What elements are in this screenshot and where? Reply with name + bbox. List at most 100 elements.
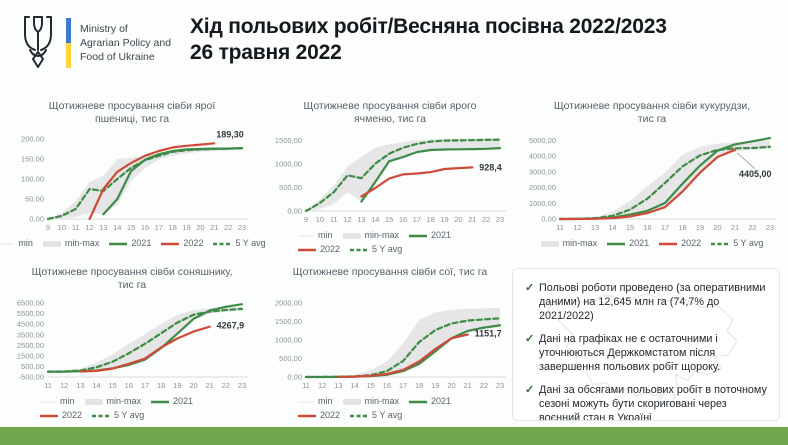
footer-bar (0, 427, 788, 445)
legend-item-5-y-avg: 5 Y avg (350, 243, 402, 256)
x-tick-label: 18 (427, 215, 435, 224)
legend-row: min min-max 2021 (264, 229, 516, 242)
info-bullet: ✓ Польові роботи проведено (за оперативн… (525, 281, 767, 323)
chart-plot: 0,00 1000,00 2000,00 3000,00 4000,00 5000,00 1… (518, 128, 786, 237)
y-tick-label: 150,00 (21, 155, 44, 164)
min-max-band (560, 140, 770, 219)
series-2022 (79, 325, 211, 373)
x-tick-label: 17 (661, 223, 669, 232)
info-bullet: ✓ Дані на графіках не є остаточними і ут… (525, 332, 767, 374)
legend-label: 2022 (62, 410, 83, 420)
x-tick-label: 10 (58, 223, 66, 232)
legend-label: min-max (562, 238, 598, 248)
x-tick-label: 12 (85, 223, 93, 232)
chart-plot: 0,00 500,00 1000,00 1500,00 2000,00 11 12 13 14 1… (264, 294, 516, 395)
legend-item-min-max: min-max (342, 395, 399, 408)
series-5-y-avg (304, 138, 502, 213)
band-swatch-icon (84, 398, 103, 405)
chart-plot: 0,00 500,00 1000,00 1500,00 9 10 11 12 13 14 15 16 1… (264, 128, 516, 229)
chart-card-spring-barley: Щотижневе просування сівби ярого ячменю,… (264, 98, 516, 256)
y-tick-label: 2500,00 (17, 341, 44, 350)
dashed-line-swatch-icon (213, 242, 232, 245)
x-tick-label: 22 (480, 381, 488, 390)
legend-label: 2021 (131, 238, 152, 248)
series-2022 (88, 142, 216, 221)
solid-line-swatch-icon (109, 242, 128, 245)
x-tick-label: 13 (99, 223, 107, 232)
y-tick-label: 0,00 (287, 373, 302, 382)
series-2021 (102, 147, 244, 216)
y-tick-label: 1000,00 (275, 160, 302, 169)
y-tick-label: 5000,00 (529, 136, 556, 145)
legend-label: min-max (364, 230, 400, 240)
series-2022 (360, 166, 474, 198)
x-tick-label: 11 (44, 381, 52, 390)
legend-item-2022: 2022 (659, 237, 701, 250)
y-tick-label: 3500,00 (17, 330, 44, 339)
y-tick-label: 200,00 (21, 135, 44, 144)
legend-item-2022: 2022 (298, 409, 340, 422)
x-tick-label: 11 (556, 223, 564, 232)
solid-line-swatch-icon (161, 242, 180, 245)
series-2022 (558, 148, 737, 221)
x-tick-label: 12 (343, 215, 351, 224)
x-tick-label: 19 (173, 381, 181, 390)
x-tick-label: 20 (454, 215, 462, 224)
x-tick-label: 9 (46, 223, 50, 232)
x-tick-label: 23 (238, 223, 246, 232)
end-value-label: 928,4 (479, 162, 502, 172)
info-bullet-text: Дані за обсягами польових робіт в поточн… (539, 384, 767, 421)
x-tick-label: 14 (113, 223, 121, 232)
x-tick-label: 23 (238, 381, 246, 390)
legend-row: min min-max 2021 (264, 395, 516, 408)
legend-item-2021: 2021 (607, 237, 649, 250)
legend-label: 2022 (320, 410, 341, 420)
x-tick-label: 16 (643, 223, 651, 232)
x-tick-label: 14 (608, 223, 616, 232)
x-tick-label: 20 (447, 381, 455, 390)
legend-label: min-max (64, 238, 100, 248)
page-title-line1: Хід польових робіт/Весняна посівна 2022/… (190, 15, 667, 38)
dashed-line-swatch-icon (92, 414, 111, 417)
check-icon: ✓ (525, 282, 535, 294)
x-tick-label: 18 (678, 223, 686, 232)
x-tick-label: 18 (157, 381, 165, 390)
ministry-name-line3: Food of Ukraine (80, 50, 155, 63)
legend-item-2022: 2022 (161, 237, 203, 250)
x-tick-label: 20 (713, 223, 721, 232)
x-tick-label: 13 (334, 381, 342, 390)
legend-row: min min-max 2021 2022 5 Y avg (0, 237, 266, 250)
x-tick-label: 11 (302, 381, 310, 390)
x-tick-label: 12 (60, 381, 68, 390)
y-tick-label: 4000,00 (529, 152, 556, 161)
info-bullet-text: Польові роботи проведено (за оперативним… (539, 282, 766, 323)
band-swatch-icon (42, 240, 61, 247)
chart-plot: -500,00 500,00 1500,00 2500,00 3500,00 4500,0… (6, 294, 258, 395)
info-bullet-text: Дані на графіках не є остаточними і уточ… (539, 333, 721, 374)
end-value-label: 1151,7 (475, 329, 502, 339)
legend-label: 5 Y avg (372, 410, 403, 420)
legend-label: 2022 (183, 238, 204, 248)
flag-blue-half (66, 18, 71, 43)
band-swatch-icon (540, 240, 559, 247)
chart-legend: min min-max 2021 2022 5 Y avg (264, 229, 516, 256)
legend-label: min (318, 396, 333, 406)
legend-item-min: min (298, 229, 333, 242)
legend-item-2021: 2021 (409, 395, 451, 408)
y-tick-label: 6500,00 (17, 299, 44, 308)
chart-title: Щотижневе просування сівби ярого ячменю,… (303, 100, 477, 126)
x-tick-label: 19 (696, 223, 704, 232)
x-tick-label: 15 (127, 223, 135, 232)
x-tick-label: 22 (222, 381, 230, 390)
legend-label: 2022 (681, 238, 702, 248)
legend-item-2022: 2022 (298, 243, 340, 256)
x-tick-label: 19 (182, 223, 190, 232)
legend-label: 5 Y avg (235, 238, 266, 248)
min-line-swatch-icon (298, 234, 314, 237)
end-value-label: 189,30 (216, 129, 244, 139)
y-tick-label: -500,00 (19, 373, 44, 382)
chart-legend: min-max 2021 2022 5 Y avg (518, 237, 786, 250)
legend-item-min: min (298, 395, 333, 408)
legend-row: min min-max 2021 (6, 395, 258, 408)
legend-item-5-y-avg: 5 Y avg (350, 409, 402, 422)
